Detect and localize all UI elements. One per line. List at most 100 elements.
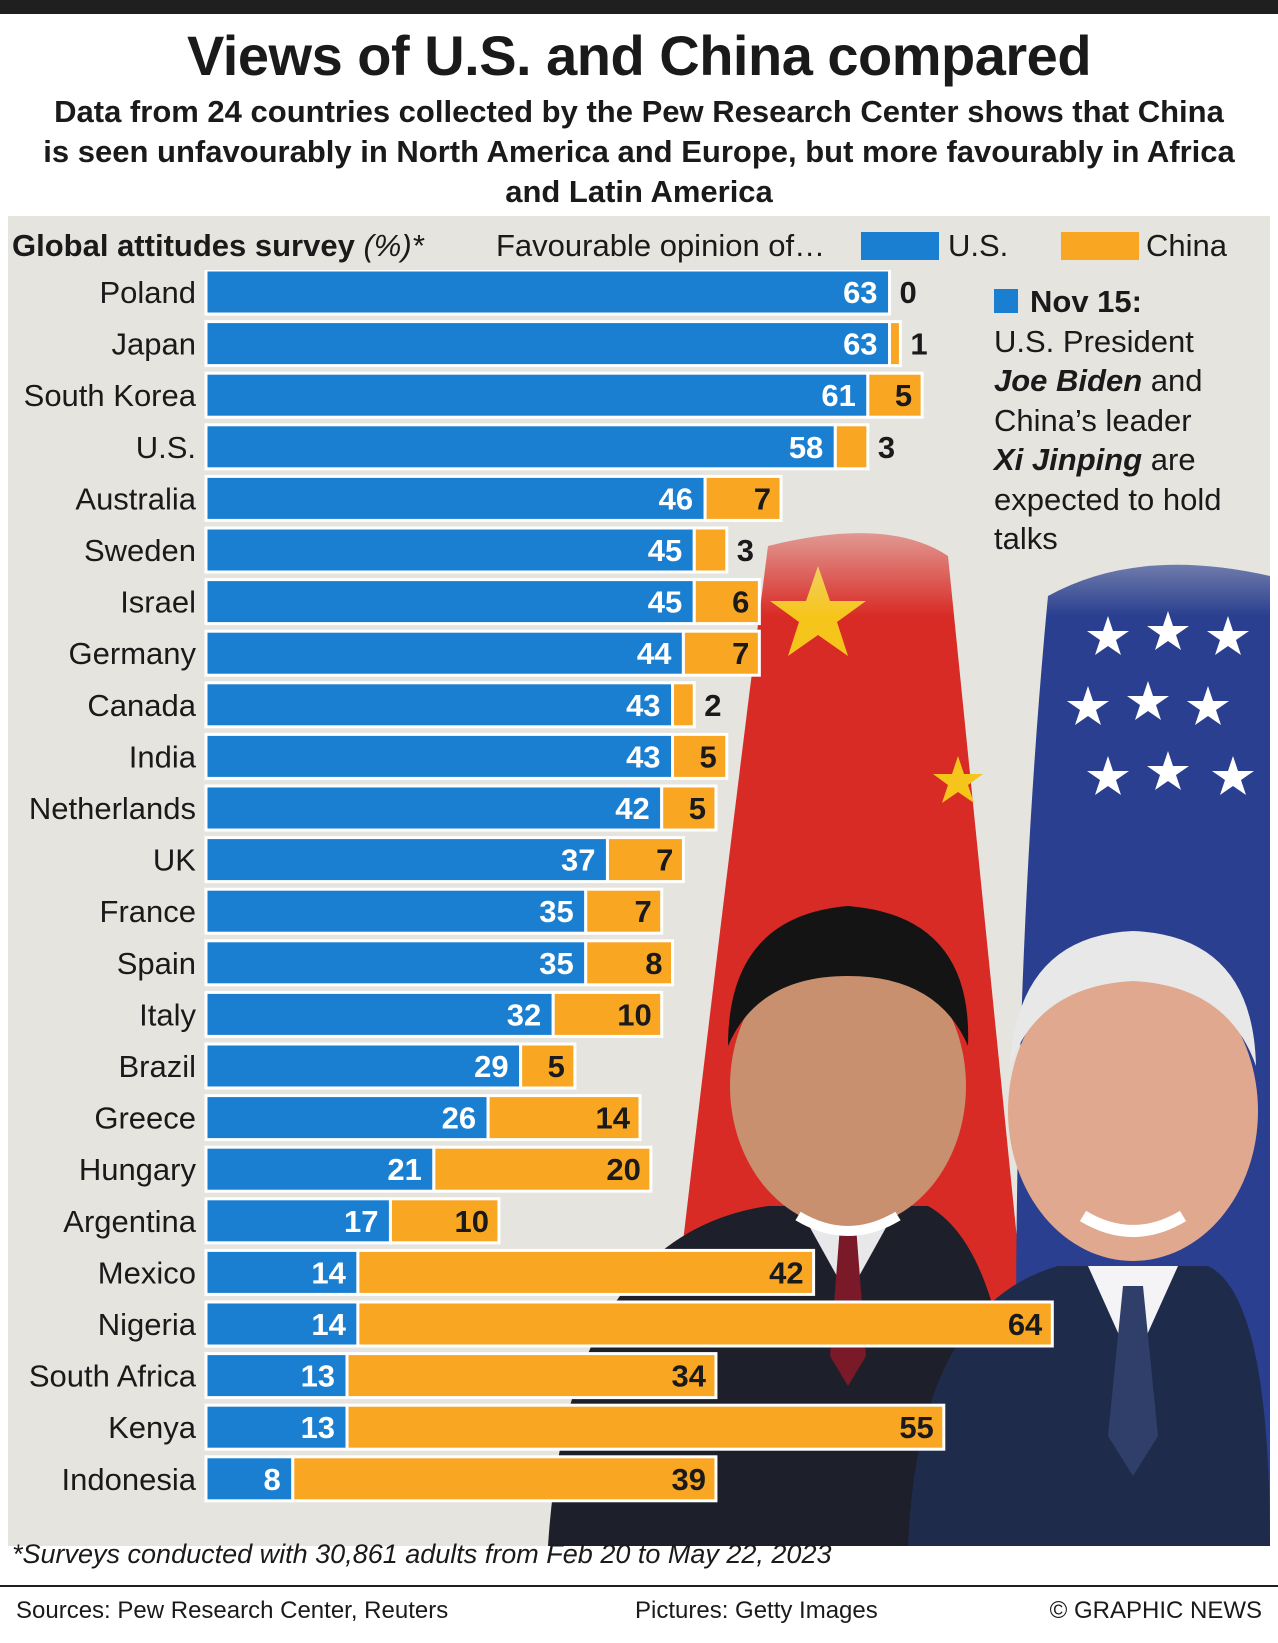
biden-face bbox=[1008, 961, 1258, 1261]
survey-title: Global attitudes survey (%)* bbox=[12, 228, 424, 263]
value-label-us: 46 bbox=[659, 481, 693, 516]
bar-us bbox=[204, 371, 870, 419]
footnote: *Surveys conducted with 30,861 adults fr… bbox=[12, 1539, 832, 1569]
bar-us bbox=[204, 1197, 392, 1245]
bar-us bbox=[204, 732, 675, 780]
value-label-us: 14 bbox=[311, 1307, 346, 1342]
bar-china bbox=[833, 423, 870, 471]
annotation: Nov 15: U.S. President Joe Biden and Chi… bbox=[994, 282, 1264, 559]
value-label-us: 8 bbox=[264, 1462, 281, 1497]
bar-china bbox=[519, 1042, 577, 1090]
note-text2: and China’s leader bbox=[994, 363, 1203, 438]
bar-china bbox=[584, 939, 675, 987]
value-label-china: 5 bbox=[689, 791, 706, 826]
value-label-china: 7 bbox=[656, 843, 673, 878]
bar-us bbox=[204, 423, 837, 471]
value-label-china: 0 bbox=[900, 275, 917, 310]
category-label: Sweden bbox=[84, 533, 196, 568]
category-label: Japan bbox=[112, 327, 196, 362]
legend-heading: Favourable opinion of… bbox=[496, 228, 826, 263]
value-label-us: 14 bbox=[311, 1255, 346, 1290]
value-label-china: 64 bbox=[1008, 1307, 1043, 1342]
legend-swatch-us bbox=[861, 232, 939, 260]
bar-china bbox=[356, 1300, 1054, 1348]
value-label-us: 63 bbox=[843, 327, 877, 362]
category-label: U.S. bbox=[136, 430, 196, 465]
category-label: Argentina bbox=[63, 1204, 196, 1239]
value-label-us: 13 bbox=[301, 1410, 335, 1445]
value-label-us: 26 bbox=[442, 1101, 476, 1136]
page-subtitle: Data from 24 countries collected by the … bbox=[43, 94, 1235, 209]
value-label-us: 32 bbox=[507, 997, 541, 1032]
value-label-us: 35 bbox=[539, 894, 573, 929]
value-label-china: 5 bbox=[700, 739, 717, 774]
value-label-us: 63 bbox=[843, 275, 877, 310]
bar-us bbox=[204, 681, 675, 729]
bar-us bbox=[204, 578, 696, 626]
bar-china bbox=[432, 1145, 653, 1193]
bar-china bbox=[703, 474, 783, 522]
legend-label-china: China bbox=[1146, 228, 1227, 263]
square-bullet-icon bbox=[994, 289, 1018, 313]
value-label-us: 43 bbox=[626, 739, 660, 774]
category-label: Nigeria bbox=[98, 1307, 197, 1342]
value-label-us: 37 bbox=[561, 843, 595, 878]
category-label: Mexico bbox=[98, 1255, 196, 1290]
value-label-china: 2 bbox=[704, 688, 721, 723]
value-label-us: 35 bbox=[539, 946, 573, 981]
bar-china bbox=[692, 578, 761, 626]
bar-china bbox=[388, 1197, 501, 1245]
value-label-china: 55 bbox=[899, 1410, 933, 1445]
value-label-china: 20 bbox=[606, 1152, 640, 1187]
bar-us bbox=[204, 1352, 349, 1400]
category-label: India bbox=[129, 739, 197, 774]
category-label: Poland bbox=[99, 275, 196, 310]
category-label: Israel bbox=[120, 585, 196, 620]
value-label-us: 13 bbox=[301, 1359, 335, 1394]
value-label-us: 29 bbox=[474, 1049, 508, 1084]
legend-label-us: U.S. bbox=[948, 228, 1009, 263]
bar-china bbox=[605, 836, 685, 884]
value-label-china: 7 bbox=[754, 481, 771, 516]
flag-star bbox=[933, 756, 983, 803]
category-label: South Africa bbox=[29, 1359, 197, 1394]
bar-china bbox=[866, 371, 924, 419]
value-label-china: 39 bbox=[671, 1462, 705, 1497]
bar-us bbox=[204, 474, 707, 522]
bar-us bbox=[204, 939, 588, 987]
value-label-china: 5 bbox=[895, 378, 912, 413]
value-label-china: 7 bbox=[634, 894, 651, 929]
category-label: UK bbox=[153, 843, 196, 878]
category-label: Canada bbox=[87, 688, 196, 723]
value-label-us: 43 bbox=[626, 688, 660, 723]
value-label-us: 17 bbox=[344, 1204, 378, 1239]
bar-us bbox=[204, 1094, 490, 1142]
note-date: Nov 15: bbox=[1030, 284, 1142, 319]
bar-china bbox=[345, 1352, 718, 1400]
note-line1: U.S. President bbox=[994, 323, 1194, 359]
biden-tie bbox=[1108, 1286, 1158, 1476]
bar-us bbox=[204, 270, 892, 316]
value-label-us: 21 bbox=[387, 1152, 421, 1187]
category-label: Kenya bbox=[108, 1410, 197, 1445]
value-label-us: 61 bbox=[821, 378, 855, 413]
category-label: Brazil bbox=[118, 1049, 196, 1084]
note-text3: are expected to hold talks bbox=[994, 442, 1222, 556]
value-label-us: 58 bbox=[789, 430, 823, 465]
category-label: France bbox=[100, 894, 196, 929]
category-label: Netherlands bbox=[29, 791, 196, 826]
bar-china bbox=[681, 629, 761, 677]
bar-us bbox=[204, 887, 588, 935]
unit-label: (%)* bbox=[363, 228, 424, 263]
bar-china bbox=[660, 784, 718, 832]
bar-us bbox=[204, 629, 685, 677]
bar-us bbox=[204, 990, 555, 1038]
value-label-us: 42 bbox=[615, 791, 649, 826]
footer-rule bbox=[0, 1585, 1278, 1587]
xi-hair bbox=[728, 906, 969, 1046]
category-label: Italy bbox=[139, 997, 196, 1032]
value-label-us: 45 bbox=[648, 533, 682, 568]
bar-china bbox=[692, 526, 729, 574]
legend: Global attitudes survey (%)* Favourable … bbox=[6, 226, 1268, 266]
